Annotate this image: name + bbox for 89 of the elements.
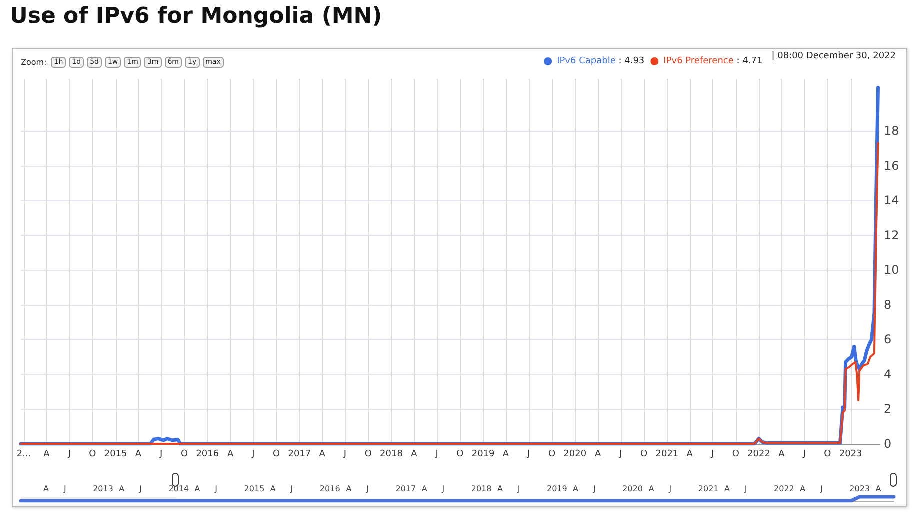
x-tick-label: J: [516, 484, 520, 494]
x-tick-label: A: [194, 484, 201, 494]
x-tick-label: O: [824, 450, 832, 460]
x-tick-label: A: [227, 450, 234, 460]
x-tick-label: 2019: [472, 450, 496, 460]
x-tick-label: 2023: [839, 450, 862, 460]
y-tick-label: 12: [884, 228, 900, 242]
x-tick-label: 2018: [380, 450, 404, 460]
x-tick-label: A: [686, 450, 694, 460]
x-tick-label: A: [346, 484, 352, 494]
legend-label: IPv6 Preference: [664, 56, 734, 66]
x-tick-label: A: [594, 450, 602, 460]
x-tick-label: A: [119, 484, 126, 494]
x-tick-label: J: [592, 484, 596, 494]
x-tick-label: 2...: [16, 450, 32, 460]
x-tick-label: A: [497, 484, 504, 494]
x-tick-label: 2015: [104, 450, 128, 460]
x-tick-label: A: [319, 450, 326, 460]
y-tick-label: 14: [884, 194, 900, 208]
x-tick-label: J: [67, 450, 71, 460]
x-tick-label: A: [724, 484, 730, 494]
x-tick-label: 2023: [850, 484, 870, 494]
y-tick-label: 10: [884, 263, 900, 278]
y-tick-label: 4: [884, 367, 892, 382]
x-tick-label: 2021: [656, 450, 679, 460]
y-tick-label: 2: [884, 402, 892, 416]
chart-title: Use of IPv6 for Mongolia (MN): [10, 4, 382, 29]
x-tick-label: J: [251, 450, 255, 460]
x-tick-label: A: [411, 450, 418, 460]
x-tick-label: O: [732, 450, 740, 460]
legend-label: IPv6 Capable: [557, 56, 616, 66]
x-tick-label: A: [573, 484, 580, 494]
x-tick-label: 2017: [396, 484, 416, 494]
x-tick-label: 2016: [320, 484, 340, 494]
x-tick-label: J: [526, 450, 530, 460]
x-tick-label: 2013: [93, 484, 114, 494]
x-tick-label: 2020: [564, 450, 587, 460]
x-tick-label: O: [273, 450, 280, 460]
x-tick-label: J: [668, 484, 672, 494]
x-tick-label: J: [159, 450, 163, 460]
x-tick-label: 2022: [774, 484, 794, 494]
x-tick-label: 2022: [748, 450, 770, 460]
x-tick-label: 2019: [546, 484, 568, 494]
x-tick-label: J: [342, 450, 347, 460]
y-tick-label: 0: [884, 437, 892, 451]
x-tick-label: J: [820, 484, 823, 494]
text: : 4.93: [616, 56, 645, 66]
x-tick-label: 2018: [471, 484, 492, 494]
x-tick-label: J: [441, 484, 445, 494]
x-tick-label: O: [548, 450, 556, 460]
x-tick-label: 2020: [622, 484, 643, 494]
x-tick-label: A: [422, 484, 428, 494]
x-tick-label: J: [744, 484, 748, 494]
x-tick-label: J: [290, 484, 294, 494]
x-tick-label: J: [618, 450, 622, 460]
x-tick-label: A: [270, 484, 276, 494]
x-tick-label: A: [648, 484, 655, 494]
x-tick-label: 2014: [168, 484, 190, 494]
x-tick-label: A: [502, 450, 510, 460]
x-tick-label: J: [802, 450, 806, 460]
x-tick-label: 2021: [698, 484, 719, 494]
x-tick-label: 2016: [196, 450, 220, 460]
y-tick-label: 8: [884, 298, 892, 312]
x-tick-label: A: [44, 484, 50, 494]
x-tick-label: A: [44, 450, 51, 460]
x-tick-label: J: [366, 484, 369, 494]
text: Zoom:: [21, 58, 47, 67]
x-tick-label: A: [876, 484, 882, 494]
x-tick-label: O: [456, 450, 464, 460]
x-tick-label: A: [800, 484, 806, 494]
x-tick-label: J: [214, 484, 218, 494]
line-series: [20, 142, 880, 445]
x-tick-label: J: [62, 484, 66, 494]
x-tick-label: J: [138, 484, 142, 494]
x-tick-label: O: [640, 450, 648, 460]
x-tick-label: A: [778, 450, 786, 460]
x-tick-label: J: [710, 450, 714, 460]
text: : 4.71: [734, 56, 763, 66]
x-tick-label: J: [434, 450, 438, 460]
x-tick-label: 2017: [288, 450, 312, 460]
x-tick-label: 2015: [244, 484, 265, 494]
y-tick-label: 18: [884, 124, 900, 138]
y-tick-label: 6: [884, 332, 892, 347]
x-tick-label: A: [135, 450, 142, 460]
y-tick-label: 16: [884, 158, 900, 173]
x-tick-label: O: [364, 450, 372, 460]
x-tick-label: O: [180, 450, 188, 460]
text: | 08:00 December 30, 2022: [772, 52, 896, 62]
x-tick-label: O: [89, 450, 96, 460]
